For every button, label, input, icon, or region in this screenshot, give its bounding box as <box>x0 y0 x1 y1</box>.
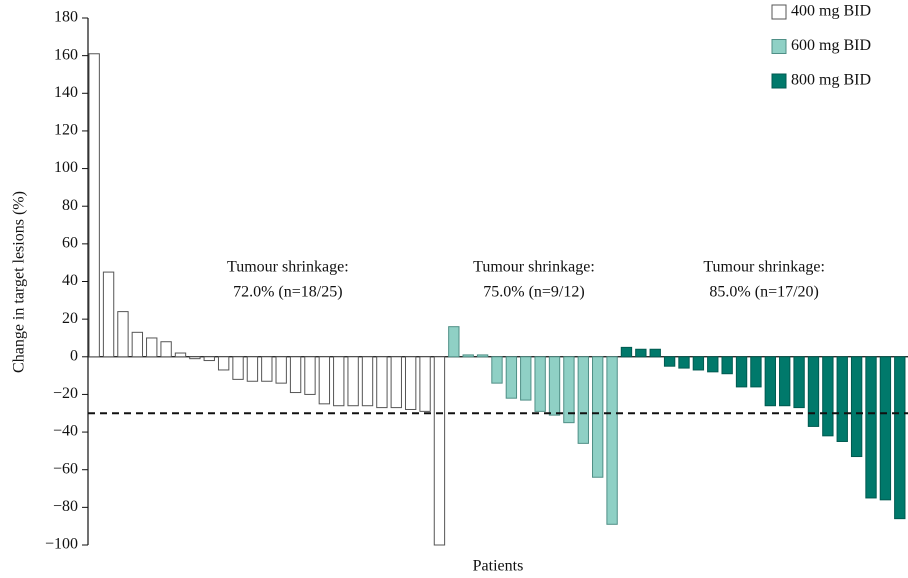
bar <box>793 356 805 409</box>
annotation: 72.0% (n=18/25) <box>233 284 342 301</box>
bar <box>131 331 144 358</box>
y-tick-label: 40 <box>62 272 78 289</box>
bar <box>462 354 474 358</box>
y-tick-label: −100 <box>45 536 78 553</box>
annotation: Tumour shrinkage: <box>703 259 825 276</box>
bar <box>606 356 618 525</box>
bar <box>678 356 690 369</box>
bar <box>419 356 431 412</box>
bar <box>735 356 748 388</box>
y-tick-label: −60 <box>53 460 78 477</box>
bar <box>174 352 187 358</box>
y-tick-label: 20 <box>62 310 78 327</box>
bar <box>333 356 345 407</box>
bar <box>347 356 359 407</box>
bar <box>750 356 762 388</box>
bar <box>246 356 259 382</box>
bar <box>879 356 892 501</box>
bar <box>534 356 546 412</box>
bar <box>779 356 791 407</box>
annotation: 85.0% (n=17/20) <box>709 284 818 301</box>
bar <box>476 354 489 358</box>
bar <box>318 356 331 405</box>
bar <box>663 356 676 367</box>
bar <box>433 356 446 546</box>
bar <box>160 341 172 358</box>
legend-swatch <box>771 39 787 54</box>
bar <box>102 271 115 358</box>
y-tick-label: 140 <box>54 84 78 101</box>
bar <box>390 356 402 409</box>
bar <box>764 356 776 407</box>
bar <box>189 356 201 360</box>
y-tick-label: 60 <box>62 235 78 252</box>
bar <box>361 356 374 407</box>
bar <box>520 356 532 401</box>
bar <box>635 348 647 358</box>
bar <box>620 346 633 358</box>
y-tick-label: 0 <box>70 347 78 364</box>
bar <box>721 356 733 375</box>
bar <box>649 348 661 358</box>
bar <box>822 356 834 437</box>
legend-swatch <box>771 73 787 89</box>
annotation: Tumour shrinkage: <box>473 259 595 276</box>
bar <box>491 356 503 384</box>
bar <box>117 311 129 358</box>
bar <box>807 356 820 427</box>
y-tick-label: −80 <box>53 498 78 515</box>
bar <box>894 356 906 520</box>
y-tick-label: 180 <box>54 9 78 26</box>
bar <box>865 356 877 499</box>
bar <box>289 356 302 394</box>
bar <box>850 356 863 458</box>
y-axis-label: Change in target lesions (%) <box>11 191 28 373</box>
legend-label: 400 mg BID <box>791 3 871 20</box>
y-tick-label: 100 <box>54 159 78 176</box>
y-tick-label: 160 <box>54 46 78 63</box>
y-tick-label: 80 <box>62 197 78 214</box>
bar <box>692 356 705 371</box>
y-tick-label: 120 <box>54 122 78 139</box>
bar <box>275 356 287 384</box>
legend-label: 600 mg BID <box>791 37 871 54</box>
bar <box>707 356 719 373</box>
bar <box>376 356 388 409</box>
legend-swatch <box>771 4 787 20</box>
bar <box>261 356 273 382</box>
bar <box>203 356 215 362</box>
bar <box>217 356 230 371</box>
bar <box>505 356 518 399</box>
annotation: 75.0% (n=9/12) <box>483 284 584 301</box>
annotation: Tumour shrinkage: <box>227 259 349 276</box>
bar <box>836 356 848 442</box>
bar <box>404 356 417 410</box>
bar <box>88 53 100 358</box>
y-tick-label: −40 <box>53 423 78 440</box>
bar <box>232 356 244 380</box>
bar <box>577 356 589 444</box>
bar <box>548 356 561 416</box>
legend-label: 800 mg BID <box>791 72 871 89</box>
bar <box>448 326 460 358</box>
y-tick-label: −20 <box>53 385 78 402</box>
bar <box>146 337 158 358</box>
bar <box>592 356 604 478</box>
bar <box>563 356 575 424</box>
x-axis-label: Patients <box>473 558 524 575</box>
bar <box>304 356 316 395</box>
